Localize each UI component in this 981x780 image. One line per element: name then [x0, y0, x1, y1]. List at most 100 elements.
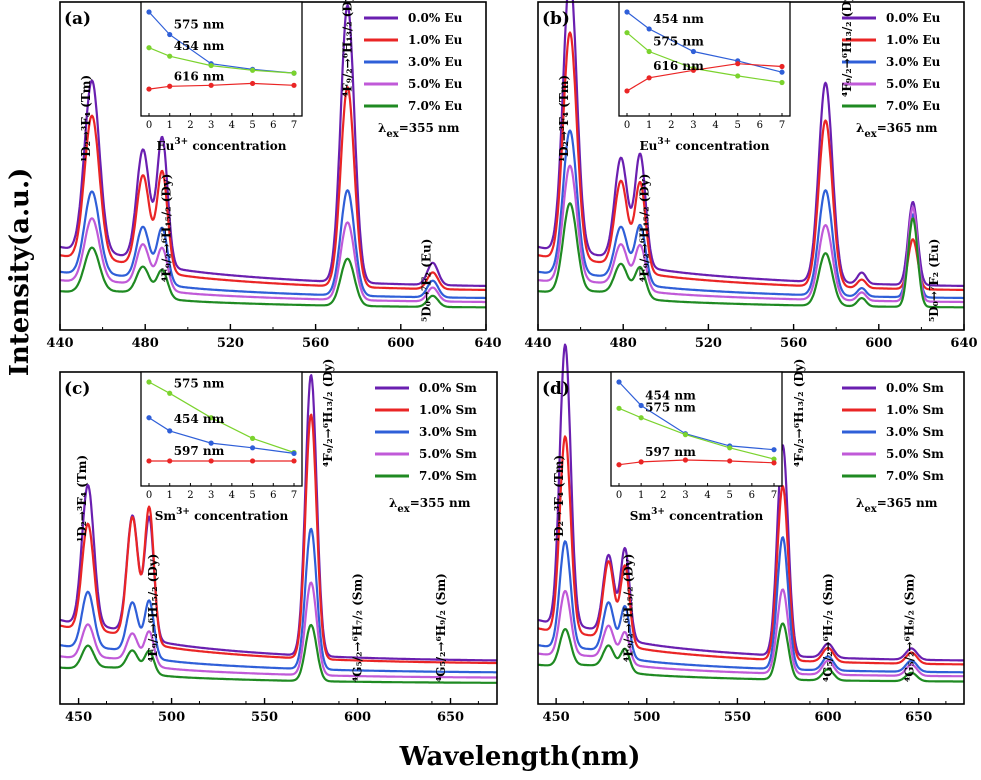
- x-tick-label: 560: [302, 336, 329, 351]
- x-tick-label: 600: [387, 336, 414, 351]
- x-tick-label: 640: [474, 336, 501, 351]
- spectrum-series-1: [59, 413, 498, 665]
- excitation-label: λex=355 nm: [378, 121, 460, 140]
- legend-label-1: 1.0% Eu: [886, 33, 941, 47]
- inset-x-tick-label: 5: [735, 120, 741, 131]
- x-tick-label: 550: [724, 710, 751, 725]
- inset-frame: [610, 371, 783, 487]
- panel-label: (a): [64, 9, 91, 29]
- inset-x-tick-label: 1: [167, 120, 173, 131]
- inset-point: [249, 80, 256, 87]
- inset-series-label-1: 454 nm: [174, 39, 225, 53]
- inset-point: [624, 9, 630, 15]
- x-tick-label: 500: [158, 710, 185, 725]
- inset-point: [146, 86, 152, 92]
- inset-frame: [618, 1, 791, 117]
- transition-annotation-1: ⁴F₉/₂→⁶H₁₅/₂ (Dy): [160, 174, 174, 282]
- x-tick-label: 450: [65, 710, 92, 725]
- inset-point: [249, 445, 256, 451]
- inset-x-tick-label: 1: [646, 120, 652, 131]
- legend-label-4: 7.0% Eu: [408, 99, 463, 113]
- inset-point: [146, 458, 152, 464]
- inset-series-label-1: 575 nm: [645, 401, 696, 415]
- transition-annotation-0: ¹D₂→³F₄ (Tm): [552, 455, 566, 542]
- inset-x-tick-label: 2: [668, 120, 674, 131]
- inset-point: [624, 88, 630, 94]
- inset-x-tick-label: 5: [249, 490, 255, 501]
- inset-x-tick-label: 6: [757, 120, 763, 131]
- spectrum-series-3: [59, 217, 487, 304]
- spectrum-series-2: [59, 527, 498, 674]
- spectrum-series-1: [537, 435, 965, 666]
- transition-annotation-4: ⁴G₅/₂→⁶H₉/₂ (Sm): [903, 573, 917, 682]
- inset-point: [735, 61, 741, 67]
- inset-x-tick-label: 7: [291, 490, 297, 501]
- inset-plot: 0 1 2 3 4 5 6 7 454 nm 575 nm 616 nm: [618, 1, 791, 131]
- spectrum-series-2: [59, 189, 487, 300]
- y-axis-title: Intensity(a.u.): [5, 168, 35, 377]
- x-tick-label: 600: [814, 710, 841, 725]
- inset-point: [682, 457, 689, 463]
- excitation-label: λex=365 nm: [856, 121, 938, 140]
- panel-label: (c): [64, 379, 90, 399]
- inset-series-label-2: 597 nm: [645, 445, 696, 459]
- transition-annotation-4: ⁴G₅/₂→⁶H₉/₂ (Sm): [434, 573, 448, 682]
- inset-point: [735, 73, 741, 79]
- inset-point: [779, 79, 785, 86]
- legend-label-0: 0.0% Sm: [419, 381, 477, 395]
- transition-annotation-0: ¹D₂→³F₄ (Tm): [79, 75, 93, 162]
- inset-point: [690, 48, 697, 55]
- inset-x-tick-label: 5: [727, 490, 733, 501]
- spectrum-series-3: [537, 588, 965, 678]
- panel-d: 450 500 550 600 650(d) 0.0% Sm1.0% Sm3.0% Sm5…: [537, 343, 965, 725]
- inset-frame: [140, 1, 303, 117]
- inset-x-tick-label: 7: [771, 490, 777, 501]
- inset-x-tick-label: 5: [249, 120, 255, 131]
- legend-label-0: 0.0% Eu: [408, 11, 463, 25]
- transition-annotation-3: ⁴G₅/₂→⁶H₇/₂ (Sm): [821, 573, 835, 682]
- inset-point: [146, 415, 152, 421]
- spectrum-series-0: [537, 0, 965, 288]
- inset-point: [249, 458, 256, 464]
- inset-point: [167, 390, 173, 396]
- inset-x-tick-label: 3: [690, 120, 696, 131]
- inset-point: [690, 67, 697, 73]
- inset-point: [291, 458, 297, 464]
- inset-series-label-2: 616 nm: [653, 59, 704, 73]
- inset-x-axis-label: Eu3+ concentration: [639, 137, 769, 153]
- transition-annotation-0: ¹D₂→³F₄ (Tm): [557, 75, 571, 162]
- inset-x-tick-label: 4: [712, 120, 718, 131]
- inset-point: [208, 440, 214, 446]
- transition-annotation-0: ¹D₂→³F₄ (Tm): [75, 455, 89, 542]
- transition-annotation-3: ⁵D₀→⁷F₂ (Eu): [419, 239, 433, 322]
- inset-point: [249, 67, 256, 73]
- legend-label-4: 7.0% Eu: [886, 99, 941, 113]
- legend-label-1: 1.0% Sm: [419, 403, 477, 417]
- inset-point: [291, 82, 297, 88]
- inset-point: [646, 26, 652, 32]
- panel-label: (d): [542, 379, 570, 399]
- x-tick-label: 480: [132, 336, 159, 351]
- inset-x-tick-label: 0: [146, 120, 152, 131]
- legend-label-0: 0.0% Sm: [886, 381, 944, 395]
- inset-point: [638, 415, 644, 421]
- inset-x-axis-label: Sm3+ concentration: [155, 507, 289, 523]
- inset-x-tick-label: 6: [270, 490, 276, 501]
- inset-x-tick-label: 2: [660, 490, 666, 501]
- panel-a: 440 480 520 560 600 640(a) 0.0% Eu1.0% Eu3.0% …: [46, 0, 501, 351]
- inset-point: [249, 435, 256, 441]
- inset-x-tick-label: 6: [749, 490, 755, 501]
- inset-point: [646, 48, 652, 55]
- x-tick-label: 500: [633, 710, 660, 725]
- x-tick-label: 550: [251, 710, 278, 725]
- legend-label-4: 7.0% Sm: [419, 469, 477, 483]
- inset-point: [208, 62, 214, 69]
- inset-x-tick-label: 0: [624, 120, 630, 131]
- inset-series-label-2: 616 nm: [174, 69, 225, 83]
- spectrum-series-2: [537, 129, 965, 300]
- x-axis-title: Wavelength(nm): [399, 742, 641, 772]
- panel-c: 450 500 550 600 650(c) 0.0% Sm1.0% Sm3.0% Sm5…: [59, 359, 498, 725]
- inset-point: [638, 402, 644, 409]
- inset-point: [208, 82, 214, 88]
